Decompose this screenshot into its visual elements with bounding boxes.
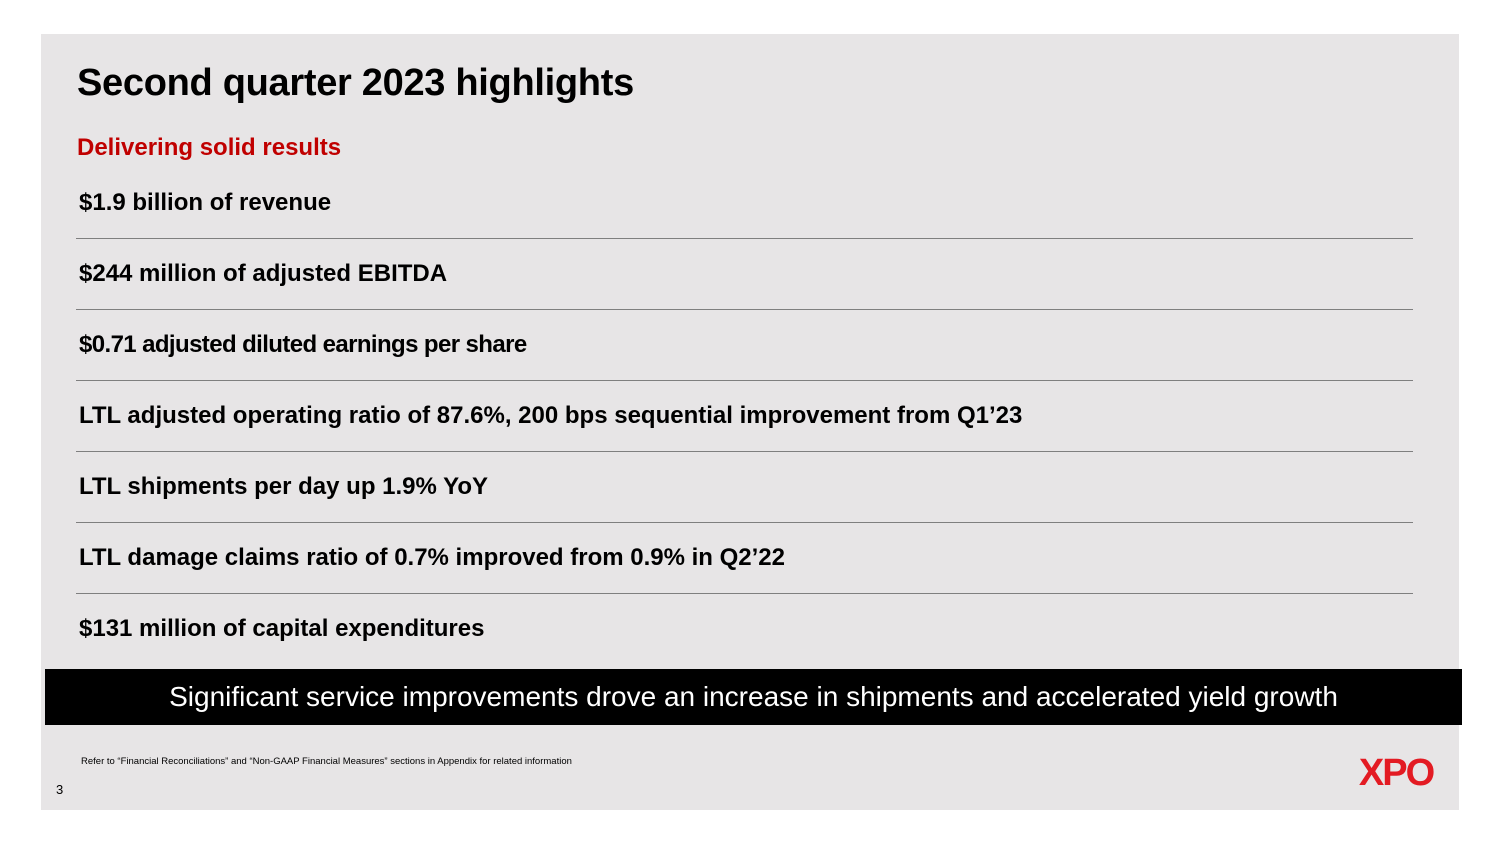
highlight-item: LTL adjusted operating ratio of 87.6%, 2… [76,381,1413,452]
page-number: 3 [56,782,64,797]
highlight-item: $0.71 adjusted diluted earnings per shar… [76,310,1413,381]
slide: Second quarter 2023 highlights Deliverin… [41,34,1462,810]
page-title: Second quarter 2023 highlights [77,62,634,104]
highlight-item: LTL shipments per day up 1.9% YoY [76,452,1413,523]
highlight-text: $1.9 billion of revenue [79,189,332,216]
highlight-item: $131 million of capital expenditures [76,594,1413,664]
highlight-item: $1.9 billion of revenue [76,168,1413,239]
highlight-text: LTL damage claims ratio of 0.7% improved… [79,544,785,571]
xpo-logo-text: XPO [1359,752,1434,790]
highlight-item: LTL damage claims ratio of 0.7% improved… [76,523,1413,594]
xpo-logo: XPO [1359,752,1436,790]
highlight-text: $0.71 adjusted diluted earnings per shar… [79,331,527,358]
footnote: Refer to “Financial Reconciliations” and… [81,756,572,767]
highlight-text: LTL shipments per day up 1.9% YoY [79,473,488,500]
highlight-text: $131 million of capital expenditures [79,615,485,642]
callout-banner: Significant service improvements drove a… [45,669,1462,725]
page-subtitle: Delivering solid results [77,134,342,161]
highlights-list: $1.9 billion of revenue $244 million of … [76,168,1413,664]
highlight-text: $244 million of adjusted EBITDA [79,260,448,287]
highlight-text: LTL adjusted operating ratio of 87.6%, 2… [79,402,1023,429]
callout-text: Significant service improvements drove a… [169,681,1338,712]
highlight-item: $244 million of adjusted EBITDA [76,239,1413,310]
